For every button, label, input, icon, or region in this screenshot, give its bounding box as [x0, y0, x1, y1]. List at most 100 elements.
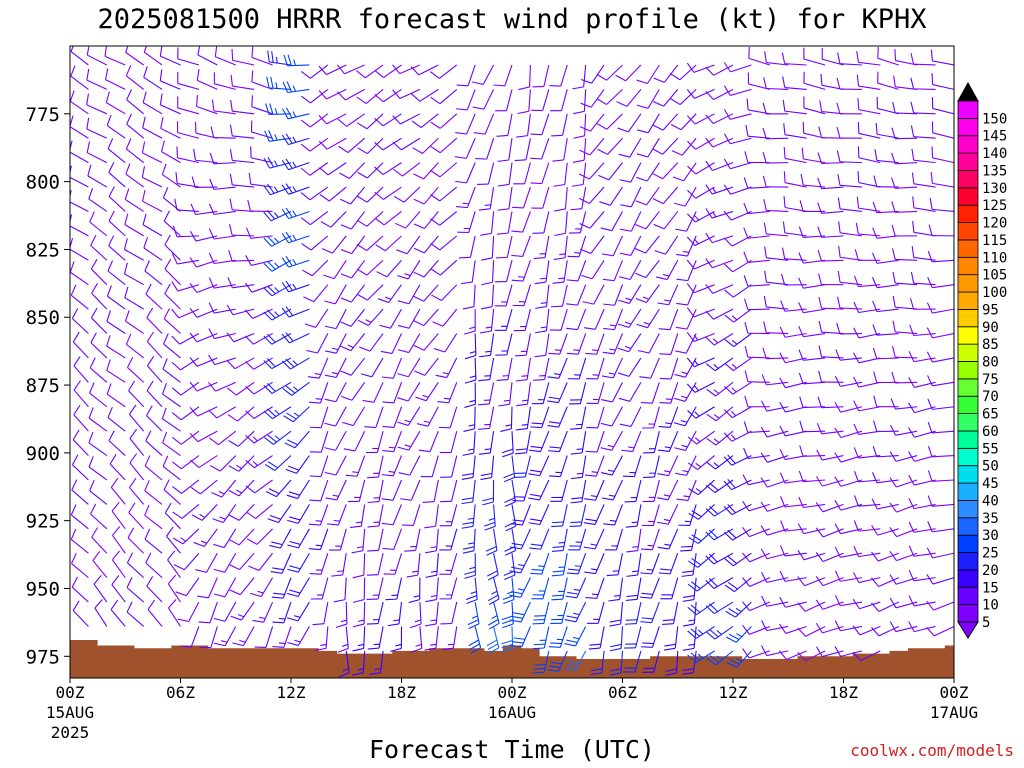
- wind-barb: [908, 621, 936, 633]
- wind-barb: [324, 308, 347, 330]
- wind-barb: [815, 527, 844, 538]
- wind-barb: [248, 172, 273, 188]
- wind-barb: [143, 46, 163, 66]
- wind-barb: [601, 382, 623, 403]
- wind-barb: [779, 326, 807, 338]
- wind-barb: [281, 158, 310, 171]
- wind-barb: [778, 650, 807, 661]
- wind-barb: [602, 333, 624, 355]
- wind-barb: [167, 550, 181, 578]
- wind-barb: [803, 96, 826, 115]
- wind-barb: [926, 600, 954, 611]
- wind-barb: [705, 184, 734, 195]
- wind-barb: [853, 301, 881, 314]
- wind-barb: [635, 284, 660, 304]
- wind-barb: [657, 528, 679, 550]
- wind-barb: [324, 357, 347, 379]
- wind-barb: [425, 528, 439, 554]
- wind-barb: [129, 453, 145, 481]
- wind-barb: [410, 64, 439, 76]
- wind-barb: [89, 382, 108, 408]
- wind-barb: [126, 577, 145, 603]
- wind-barb: [564, 650, 587, 671]
- wind-barb: [686, 235, 715, 247]
- wind-barb: [70, 430, 71, 432]
- wind-barb: [172, 528, 200, 545]
- colorbar-label: 140: [982, 146, 1007, 162]
- wind-barb: [244, 282, 273, 293]
- wind-barb: [623, 455, 642, 478]
- wind-barb: [687, 162, 715, 175]
- wind-barb: [662, 601, 679, 626]
- wind-barb: [105, 68, 126, 90]
- colorbar-label: 25: [982, 546, 999, 562]
- wind-barb: [245, 455, 273, 469]
- wind-barb: [748, 46, 770, 66]
- wind-barb: [568, 382, 587, 405]
- wind-barb: [547, 650, 568, 672]
- wind-barb: [871, 551, 899, 562]
- wind-barb: [871, 525, 899, 536]
- wind-barb: [367, 479, 384, 504]
- credit-link[interactable]: coolwx.com/models: [850, 741, 1014, 760]
- wind-barb: [892, 295, 918, 310]
- wind-barb: [797, 576, 826, 587]
- colorbar-swatch: [957, 482, 979, 501]
- wind-barb: [356, 64, 384, 79]
- wind-barb: [637, 113, 660, 134]
- wind-barb: [567, 235, 587, 258]
- wind-barb: [70, 504, 89, 530]
- wind-barb: [159, 69, 181, 90]
- wind-barb: [90, 307, 108, 334]
- wind-barb: [909, 298, 936, 310]
- wind-barb: [513, 162, 531, 185]
- wind-barb: [171, 430, 200, 445]
- wind-barb: [106, 310, 126, 334]
- wind-barb: [226, 357, 255, 370]
- wind-barb: [548, 626, 568, 648]
- wind-barb: [475, 138, 495, 160]
- wind-barb: [379, 308, 402, 329]
- wind-barb: [658, 308, 679, 331]
- wind-barb: [146, 380, 163, 408]
- wind-barb: [457, 211, 476, 234]
- wind-barb: [891, 224, 918, 237]
- wind-barb: [349, 504, 366, 528]
- wind-barb: [618, 137, 642, 158]
- wind-barb: [854, 249, 881, 261]
- wind-barb: [440, 601, 458, 625]
- wind-barb: [162, 383, 181, 408]
- wind-barb: [179, 626, 200, 648]
- wind-barb: [163, 333, 181, 359]
- wind-barb: [208, 302, 236, 314]
- wind-barb: [228, 224, 255, 237]
- wind-barb: [779, 425, 807, 437]
- wind-barb: [585, 333, 605, 355]
- wind-barb: [325, 333, 347, 354]
- wind-barb: [228, 479, 255, 497]
- wind-barb: [246, 528, 273, 545]
- wind-barb: [393, 186, 421, 203]
- wind-barb: [927, 398, 954, 410]
- wind-barb: [744, 322, 770, 335]
- wind-barb: [551, 528, 568, 552]
- wind-barb: [877, 46, 899, 66]
- wind-barb: [496, 211, 513, 235]
- wind-barb: [309, 553, 329, 575]
- wind-barb: [493, 64, 513, 87]
- wind-barb: [341, 382, 366, 401]
- wind-barb: [764, 246, 789, 261]
- wind-barb: [440, 479, 458, 503]
- wind-barb: [351, 528, 366, 554]
- wind-barb: [161, 163, 181, 188]
- wind-barb: [634, 235, 660, 254]
- wind-barb: [263, 357, 292, 370]
- wind-barb: [367, 455, 384, 479]
- wind-barb: [208, 228, 236, 240]
- wind-barb: [838, 221, 862, 237]
- wind-barb: [760, 548, 789, 560]
- colorbar-label: 40: [982, 493, 999, 509]
- wind-barb: [340, 357, 366, 376]
- wind-barb: [167, 574, 181, 603]
- wind-barb: [682, 577, 697, 602]
